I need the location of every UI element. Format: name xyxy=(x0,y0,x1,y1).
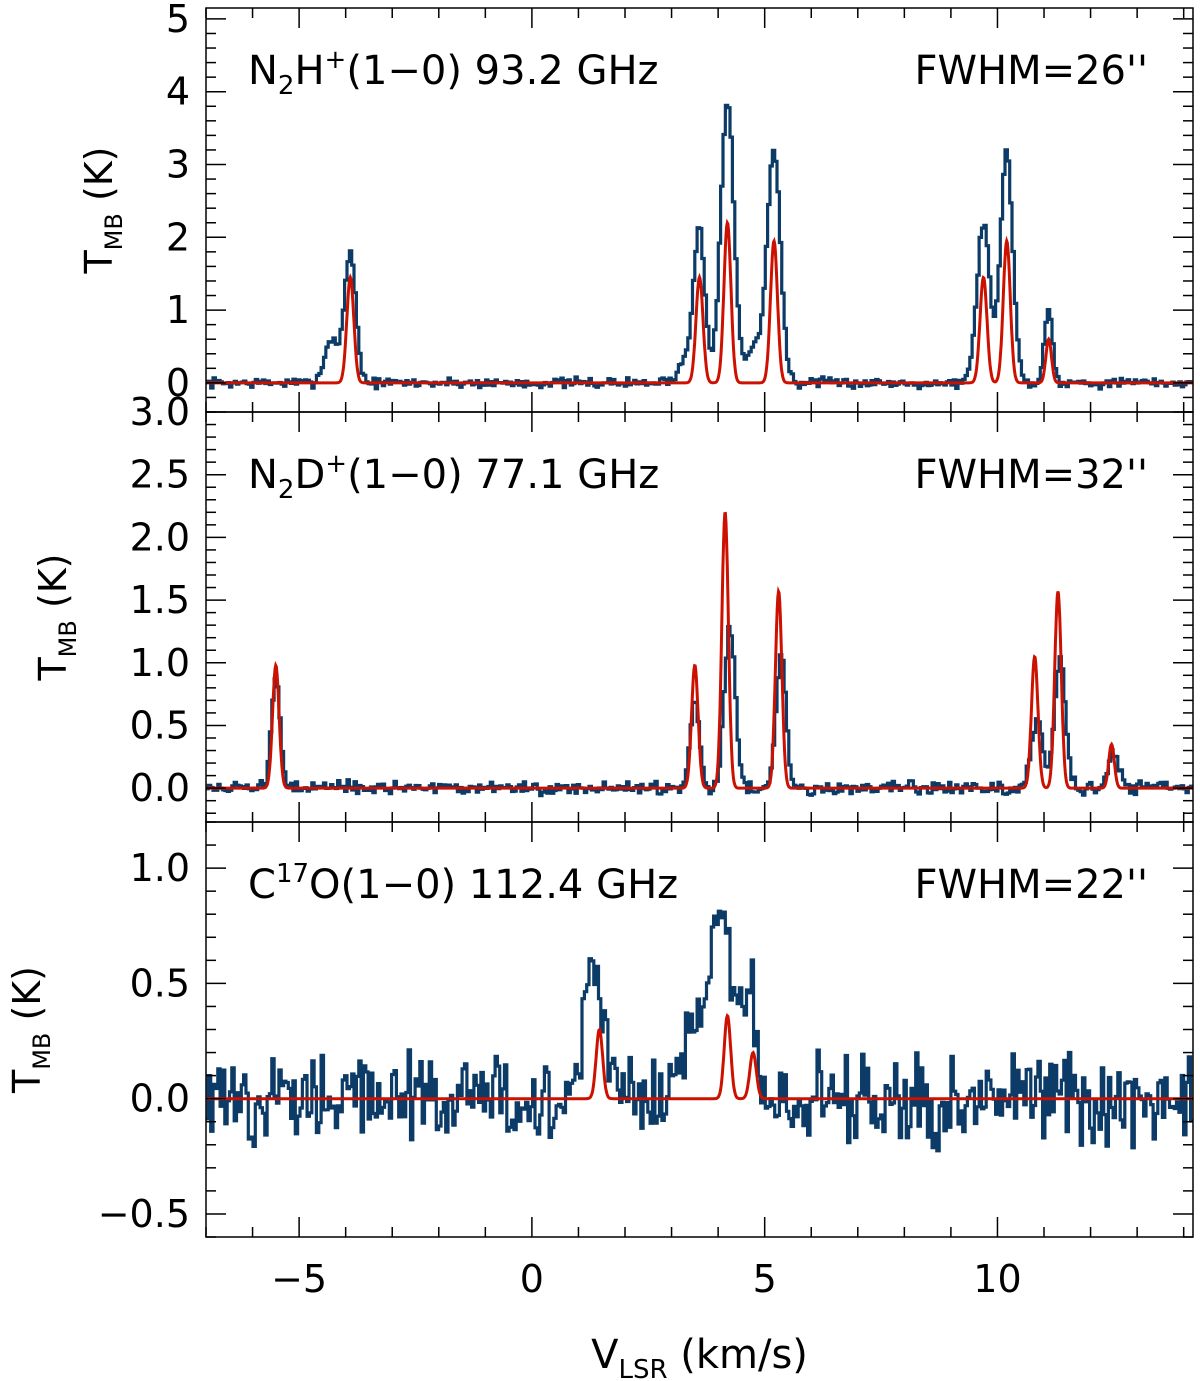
y-tick-label: 1.0 xyxy=(130,846,190,890)
y-tick-label: 4 xyxy=(166,70,190,114)
series-model xyxy=(206,511,1193,790)
panel-top: 0 1 2 3 4 5 TMB (K) N2H+(1−0) 93.2 GHz FWHM=26'' xyxy=(77,0,1194,413)
x-tick-label: 5 xyxy=(753,1257,777,1301)
x-tick-label: 10 xyxy=(973,1257,1021,1301)
series-observed xyxy=(206,909,1193,1153)
x-tick-label: 0 xyxy=(520,1257,544,1301)
x-tick-label: −5 xyxy=(271,1257,327,1301)
beam-fwhm-label: FWHM=22'' xyxy=(914,862,1148,908)
series-observed xyxy=(206,624,1193,798)
beam-fwhm-label: FWHM=32'' xyxy=(914,452,1148,498)
transition-label: N2D+(1−0) 77.1 GHz xyxy=(248,449,659,505)
y-tick-label: 3 xyxy=(166,143,190,187)
panel-bottom: −0.5 0.0 0.5 1.0 −5 0 5 10 TMB (K) VLSR (km/s) C17… xyxy=(5,821,1194,1381)
y-tick-label: 0.5 xyxy=(130,703,190,747)
x-axis-label: VLSR (km/s) xyxy=(591,1332,808,1381)
panels: 0 1 2 3 4 5 TMB (K) N2H+(1−0) 93.2 GHz FWHM=26''… xyxy=(5,0,1194,1381)
y-tick-label: 0 xyxy=(166,361,190,405)
y-axis-label: TMB (K) xyxy=(5,966,56,1094)
beam-fwhm-label: FWHM=26'' xyxy=(914,48,1148,94)
y-axis-label: TMB (K) xyxy=(77,146,128,274)
y-tick-label: 2.0 xyxy=(130,515,190,559)
series-model xyxy=(206,1012,1193,1101)
series-model xyxy=(206,218,1193,385)
y-tick-label: 0.5 xyxy=(130,961,190,1005)
y-tick-label: 1.5 xyxy=(130,578,190,622)
panel-middle: 0.0 0.5 1.0 1.5 2.0 2.5 3.0 TMB (K) N2D+(1−0) 77… xyxy=(31,390,1194,823)
y-tick-label: 1 xyxy=(166,288,190,332)
y-tick-label: 0.0 xyxy=(130,1077,190,1121)
y-axis-label: TMB (K) xyxy=(31,553,82,681)
y-tick-label: 1.0 xyxy=(130,641,190,685)
y-tick-label: 2 xyxy=(166,215,190,259)
y-tick-label: 3.0 xyxy=(130,390,190,434)
transition-label: N2H+(1−0) 93.2 GHz xyxy=(248,45,659,101)
y-tick-label: 2.5 xyxy=(130,453,190,497)
transition-label: C17O(1−0) 112.4 GHz xyxy=(248,859,678,908)
y-tick-label: 0.0 xyxy=(130,766,190,810)
y-tick-label: 5 xyxy=(166,0,190,41)
y-tick-label: −0.5 xyxy=(98,1192,190,1236)
